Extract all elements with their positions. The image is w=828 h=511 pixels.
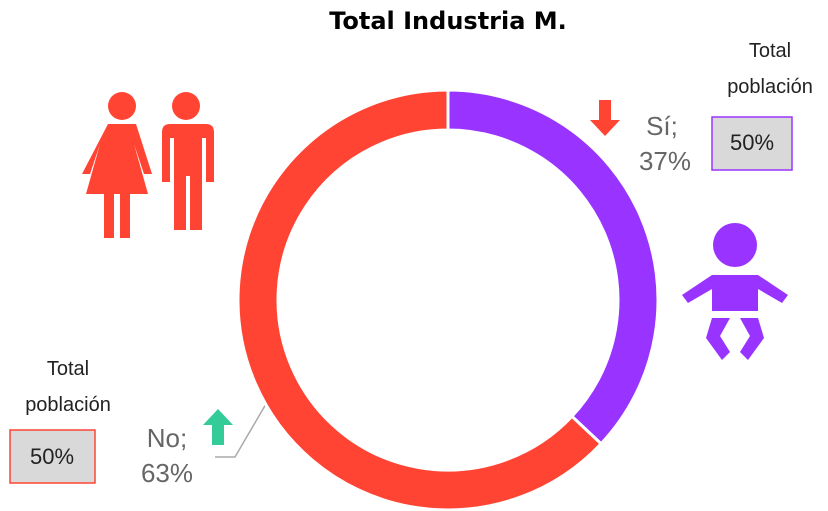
category-label: Sí; [646, 111, 678, 141]
annotation-value: 50% [30, 444, 74, 469]
donut-slice [446, 88, 660, 446]
value-label: 37% [639, 146, 691, 176]
annotation-label: Total población [727, 40, 813, 98]
annotation-value: 50% [730, 130, 774, 155]
annotation-box [9, 429, 96, 484]
people-icon [82, 92, 214, 238]
annotation-label: Total población [25, 358, 111, 416]
down-arrow [590, 100, 620, 136]
value-label: 63% [141, 458, 193, 488]
chart-title: Total Industria M. [329, 7, 567, 35]
annotation-box [711, 116, 793, 171]
donut-slice [236, 88, 604, 511]
up-arrow [203, 409, 233, 445]
category-label: No; [147, 423, 187, 453]
baby-icon [682, 223, 788, 360]
